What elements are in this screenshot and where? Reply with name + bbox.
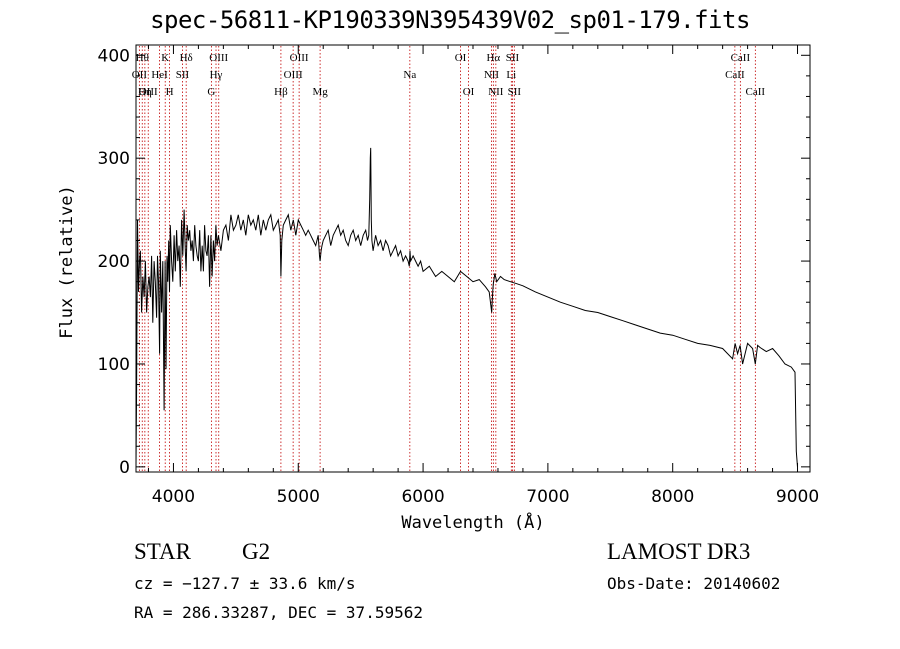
spectral-line-label-9: G	[207, 86, 215, 98]
spectral-line-label-5: K	[161, 52, 169, 64]
spectral-line-label-13: OIII	[284, 69, 303, 81]
spectral-line-label-2: Hη	[138, 86, 152, 98]
spectrum-line	[135, 147, 798, 467]
spectral-line-label-16: Na	[403, 69, 416, 81]
y-axis-ticks: 0 100 200 300 400	[98, 46, 810, 478]
coordinates: RA = 286.33287, DEC = 37.59562	[134, 603, 423, 622]
spectral-line-label-14: OIII	[290, 52, 309, 64]
x-tick-label-4: 8000	[651, 487, 694, 507]
x-axis-label: Wavelength (Å)	[401, 511, 544, 533]
spectral-line-label-20: Hα	[486, 52, 500, 64]
spectral-line-label-6: H	[166, 86, 174, 98]
spectral-line-labels: OIIHθHηOIIIHeIKHSIIHδGHγOIIIHβOIIIOIIIMg…	[132, 52, 766, 98]
y-tick-label-3: 300	[98, 149, 130, 169]
spectral-line-label-21: NII	[488, 86, 504, 98]
spectral-line-label-22: Li	[506, 69, 516, 81]
spectral-line-label-10: Hγ	[210, 69, 223, 81]
spectral-line-label-27: CaII	[746, 86, 766, 98]
spectral-line-label-24: SII	[508, 86, 522, 98]
spectral-line-label-8: Hδ	[180, 52, 193, 64]
spectral-line-label-1: Hθ	[136, 52, 149, 64]
spectral-line-label-15: Mg	[312, 86, 328, 98]
survey-name: LAMOST DR3	[607, 539, 751, 564]
spectral-line-label-18: OI	[463, 86, 475, 98]
y-tick-label-0: 0	[119, 458, 130, 478]
spectral-line-label-26: CaII	[731, 52, 751, 64]
y-axis-label: Flux (relative)	[57, 185, 77, 339]
plot-frame	[135, 44, 811, 473]
spectral-line-label-3: OIII	[139, 86, 158, 98]
x-tick-label-1: 5000	[277, 487, 320, 507]
x-axis-ticks: 4000 5000 6000 7000 8000 9000	[147, 45, 819, 507]
spectral-line-label-25: CaII	[725, 69, 745, 81]
object-class: STAR	[134, 539, 191, 564]
spectral-subclass: G2	[242, 539, 271, 564]
x-tick-label-0: 4000	[152, 487, 195, 507]
spectral-line-label-23: SII	[506, 52, 520, 64]
spectral-line-label-0: OII	[132, 69, 148, 81]
spectral-line-markers	[138, 46, 756, 471]
y-tick-label-1: 100	[98, 355, 130, 375]
radial-velocity: cz = −127.7 ± 33.6 km/s	[134, 574, 356, 593]
spectral-line-label-19: NII	[484, 69, 500, 81]
x-tick-label-3: 7000	[526, 487, 569, 507]
y-tick-label-2: 200	[98, 252, 130, 272]
spectral-line-label-4: HeI	[151, 69, 168, 81]
spectral-line-label-7: SII	[176, 69, 190, 81]
spectral-line-label-12: Hβ	[274, 86, 288, 98]
y-tick-label-4: 400	[98, 46, 130, 66]
chart-title: spec-56811-KP190339N395439V02_sp01-179.f…	[150, 6, 750, 34]
spectral-line-label-17: OI	[455, 52, 467, 64]
spectral-line-label-11: OIII	[209, 52, 228, 64]
x-tick-label-2: 6000	[401, 487, 444, 507]
x-tick-label-5: 9000	[776, 487, 819, 507]
observation-date: Obs-Date: 20140602	[607, 574, 781, 593]
